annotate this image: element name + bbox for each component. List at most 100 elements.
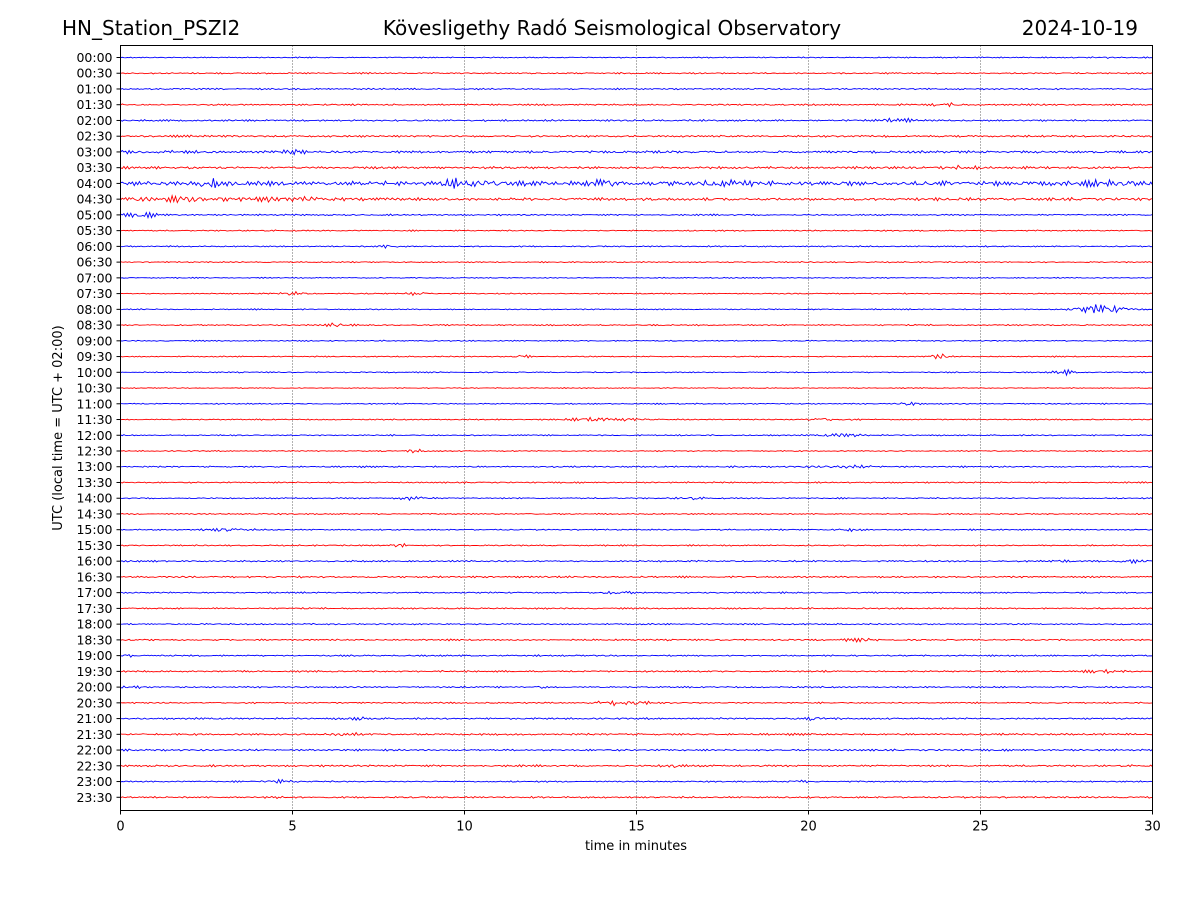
y-tick-label: 00:00	[76, 50, 112, 65]
trace-1900	[120, 653, 1153, 658]
trace-2030	[120, 699, 1153, 707]
trace-2230	[120, 763, 1153, 768]
trace-0530	[120, 229, 1153, 232]
x-tick-label: 20	[800, 820, 817, 835]
trace-1430	[120, 512, 1153, 516]
y-tick-label: 06:30	[76, 255, 112, 270]
y-tick-label: 01:30	[76, 97, 112, 112]
y-tick-label: 07:30	[76, 286, 112, 301]
trace-0400	[120, 177, 1153, 189]
y-tick-label: 22:30	[76, 758, 112, 773]
trace-1300	[120, 464, 1153, 469]
y-tick-label: 04:30	[76, 192, 112, 207]
y-tick-label: 17:00	[76, 585, 112, 600]
y-tick-label: 23:00	[76, 774, 112, 789]
trace-1930	[120, 668, 1153, 675]
trace-0730	[120, 290, 1153, 297]
trace-1500	[120, 527, 1153, 533]
y-tick-label: 02:30	[76, 129, 112, 144]
y-tick-label: 21:00	[76, 711, 112, 726]
trace-1200	[120, 432, 1153, 438]
y-tick-label: 09:30	[76, 349, 112, 364]
y-tick-label: 15:00	[76, 522, 112, 537]
trace-1130	[120, 416, 1153, 422]
x-tick-label: 0	[116, 820, 124, 835]
y-tick-label: 17:30	[76, 601, 112, 616]
y-tick-label: 12:30	[76, 444, 112, 459]
y-tick-label: 09:00	[76, 333, 112, 348]
y-tick-label: 19:00	[76, 648, 112, 663]
trace-0900	[120, 339, 1153, 343]
y-tick-label: 02:00	[76, 113, 112, 128]
y-tick-label: 05:00	[76, 207, 112, 222]
trace-1030	[120, 387, 1153, 390]
trace-2000	[120, 685, 1153, 690]
trace-2100	[120, 716, 1153, 722]
y-tick-label: 20:00	[76, 680, 112, 695]
x-tick-label: 30	[1144, 820, 1161, 835]
y-tick-label: 08:30	[76, 318, 112, 333]
y-tick-label: 18:00	[76, 617, 112, 632]
trace-0700	[120, 276, 1153, 279]
y-tick-label: 11:00	[76, 396, 112, 411]
trace-1730	[120, 607, 1153, 610]
y-tick-label: 22:00	[76, 743, 112, 758]
y-tick-label: 08:00	[76, 302, 112, 317]
trace-1830	[120, 637, 1153, 643]
y-tick-label: 06:00	[76, 239, 112, 254]
y-tick-label: 10:00	[76, 365, 112, 380]
trace-1400	[120, 495, 1153, 502]
trace-2200	[120, 748, 1153, 752]
x-tick-label: 5	[288, 820, 296, 835]
y-tick-label: 14:00	[76, 491, 112, 506]
trace-1530	[120, 542, 1153, 548]
y-tick-label: 15:30	[76, 538, 112, 553]
trace-0130	[120, 102, 1153, 108]
trace-1600	[120, 558, 1153, 565]
y-tick-label: 18:30	[76, 632, 112, 647]
y-tick-label: 23:30	[76, 790, 112, 805]
trace-2130	[120, 731, 1153, 737]
trace-1700	[120, 590, 1153, 595]
y-axis-label: UTC (local time = UTC + 02:00)	[51, 325, 66, 530]
trace-0430	[120, 194, 1153, 204]
trace-0030	[120, 71, 1153, 75]
y-tick-label: 07:00	[76, 270, 112, 285]
y-tick-label: 13:00	[76, 459, 112, 474]
y-tick-label: 16:00	[76, 554, 112, 569]
y-tick-label: 16:30	[76, 569, 112, 584]
y-tick-label: 00:30	[76, 66, 112, 81]
x-axis: 0 5 10 15 20 25 30	[116, 810, 1161, 835]
trace-0500	[120, 211, 1153, 220]
x-tick-label: 10	[456, 820, 473, 835]
trace-0600	[120, 244, 1153, 250]
x-axis-label: time in minutes	[585, 839, 687, 854]
record-date: 2024-10-19	[1021, 16, 1138, 40]
y-tick-label: 20:30	[76, 695, 112, 710]
station-name: HN_Station_PSZI2	[62, 16, 241, 40]
trace-2330	[120, 795, 1153, 800]
y-tick-label: 12:00	[76, 428, 112, 443]
trace-0200	[120, 117, 1153, 124]
x-tick-label: 15	[628, 820, 645, 835]
trace-0830	[120, 322, 1153, 328]
trace-0930	[120, 353, 1153, 360]
grid-lines	[292, 45, 981, 811]
y-tick-label: 14:30	[76, 506, 112, 521]
trace-1800	[120, 622, 1153, 626]
trace-1330	[120, 481, 1153, 484]
y-tick-label: 11:30	[76, 412, 112, 427]
y-axis: 00:0000:3001:0001:3002:0002:3003:0003:30…	[76, 50, 121, 805]
observatory-title: Kövesligethy Radó Seismological Observat…	[382, 16, 842, 40]
trace-1000	[120, 368, 1153, 377]
trace-0000	[120, 56, 1153, 60]
trace-0100	[120, 87, 1153, 91]
y-tick-label: 05:30	[76, 223, 112, 238]
y-tick-label: 19:30	[76, 664, 112, 679]
seismic-traces	[120, 56, 1153, 800]
y-tick-label: 03:30	[76, 160, 112, 175]
y-tick-label: 21:30	[76, 727, 112, 742]
trace-1100	[120, 401, 1153, 407]
y-tick-label: 13:30	[76, 475, 112, 490]
